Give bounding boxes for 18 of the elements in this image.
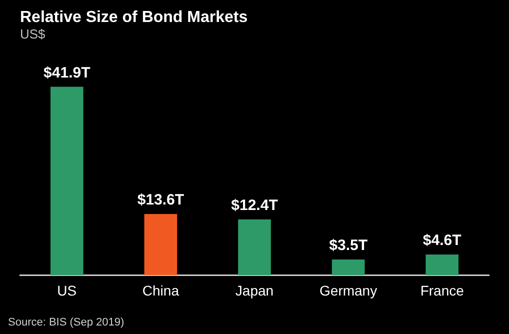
data-label: $12.4T (231, 197, 278, 214)
data-label: $13.6T (137, 192, 184, 209)
x-tick-label: China (142, 282, 180, 298)
x-tick-label: Germany (320, 282, 378, 298)
bar (426, 254, 459, 276)
x-tick-label: US (57, 282, 77, 298)
data-label: $41.9T (44, 64, 90, 82)
bar (50, 86, 84, 276)
x-tick-label: Japan (235, 282, 274, 298)
bar (144, 214, 178, 276)
bar (238, 219, 271, 276)
data-label: $3.5T (329, 237, 368, 254)
chart-subtitle: US$ (20, 26, 46, 42)
data-label: $4.6T (422, 232, 462, 250)
source-note: Source: BIS (Sep 2019) (8, 316, 124, 329)
bar (332, 259, 365, 276)
x-tick-label: France (420, 282, 464, 298)
chart-title: Relative Size of Bond Markets (20, 9, 248, 26)
